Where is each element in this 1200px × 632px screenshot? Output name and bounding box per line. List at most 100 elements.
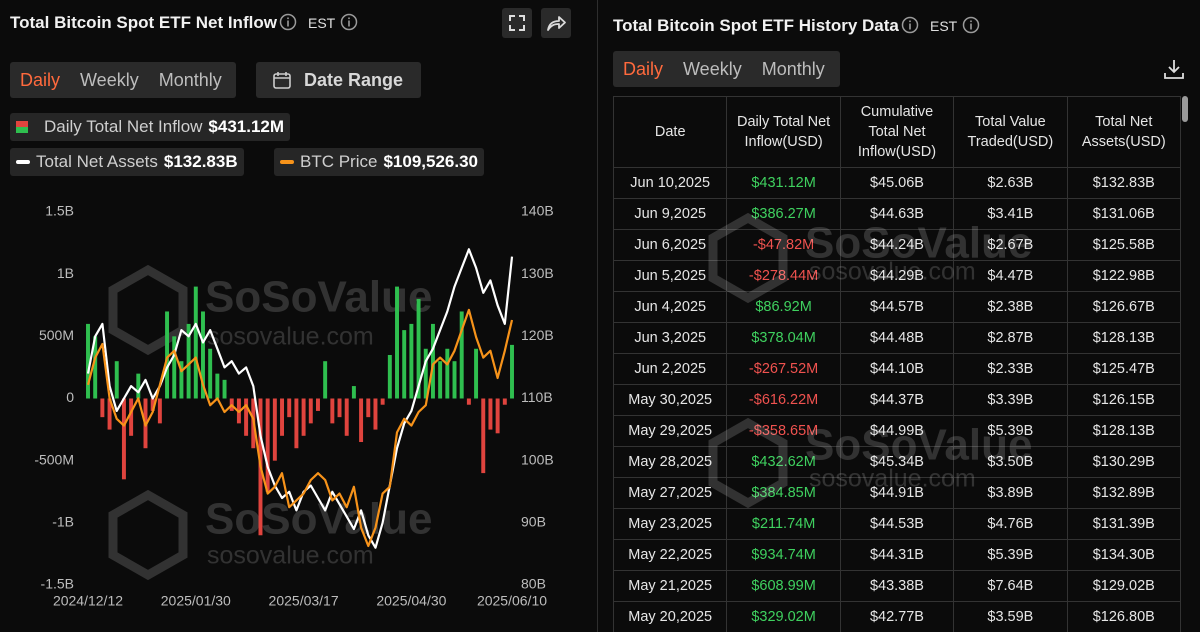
bar <box>474 348 479 399</box>
x-tick-label: 2025/01/30 <box>161 593 231 609</box>
bar <box>244 398 249 436</box>
table-cell: May 21,2025 <box>613 570 728 602</box>
history-table: Date Daily Total Net Inflow(USD) Cumulativ… <box>613 96 1181 632</box>
date-range-button[interactable]: Date Range <box>256 62 421 98</box>
tab[interactable]: Weekly <box>80 70 139 90</box>
table-cell: $3.39B <box>953 384 1068 416</box>
header-row: Date Daily Total Net Inflow(USD) Cumulativ… <box>613 96 1181 168</box>
legend-swatch <box>16 121 28 133</box>
divider <box>597 0 598 632</box>
watermark: SoSoValue sosovalue.com SoSoValue sosova… <box>108 264 432 581</box>
table-cell: $129.02B <box>1066 570 1181 602</box>
table-cell: $126.15B <box>1066 384 1181 416</box>
table-cell: $132.89B <box>1066 477 1181 509</box>
legend-label: BTC Price <box>300 152 378 171</box>
tab[interactable]: Daily <box>623 59 664 79</box>
table-cell: $3.41B <box>953 198 1068 230</box>
x-tick-label: 2025/04/30 <box>376 593 446 609</box>
table-row[interactable]: Jun 2,2025 -$267.52M $44.10B $2.33B $125.47B <box>613 353 1181 385</box>
table-row[interactable]: Jun 10,2025 $431.12M $45.06B $2.63B $132.83B <box>613 167 1181 199</box>
table-cell: $4.76B <box>953 508 1068 540</box>
table-cell: Jun 2,2025 <box>613 353 728 385</box>
bar <box>380 398 385 405</box>
fullscreen-button[interactable] <box>502 8 532 38</box>
date-range-label: Date Range <box>304 69 404 90</box>
bar <box>215 373 220 399</box>
table-row[interactable]: Jun 9,2025 $386.27M $44.63B $3.41B $131.06B <box>613 198 1181 230</box>
bar <box>351 386 356 399</box>
table-row[interactable]: Jun 3,2025 $378.04M $44.48B $2.87B $128.13B <box>613 322 1181 354</box>
tab[interactable]: Monthly <box>158 70 222 90</box>
table-cell: $934.74M <box>726 539 841 571</box>
calendar-icon <box>273 72 291 89</box>
tab[interactable]: Daily <box>20 70 61 90</box>
table-cell: $44.53B <box>839 508 955 540</box>
table-row[interactable]: May 29,2025 -$358.65M $44.99B $5.39B $128.13… <box>613 415 1181 447</box>
table-cell: Jun 10,2025 <box>613 167 728 199</box>
table-cell: May 30,2025 <box>613 384 728 416</box>
info-icon[interactable] <box>962 16 980 34</box>
table-row[interactable]: May 27,2025 $384.85M $44.91B $3.89B $132.89B <box>613 477 1181 509</box>
table-cell: Jun 5,2025 <box>613 260 728 292</box>
table-cell: $2.67B <box>953 229 1068 261</box>
y-tick-label: 100B <box>521 451 554 467</box>
bar <box>93 336 98 399</box>
y-tick-label: 140B <box>521 203 554 219</box>
table-row[interactable]: Jun 5,2025 -$278.44M $44.29B $4.47B $122.98B <box>613 260 1181 292</box>
table-cell: $2.87B <box>953 322 1068 354</box>
watermark-brand: SoSoValue <box>205 273 432 322</box>
legend-item[interactable]: Daily Total Net Inflow $431.12M <box>10 113 291 141</box>
bar <box>186 323 191 399</box>
info-icon[interactable] <box>279 13 297 31</box>
column-header: Total Value Traded(USD) <box>953 96 1068 168</box>
table-row[interactable]: May 22,2025 $934.74M $44.31B $5.39B $134.30B <box>613 539 1181 571</box>
table-row[interactable]: May 21,2025 $608.99M $43.38B $7.64B $129.02B <box>613 570 1181 602</box>
table-cell: May 28,2025 <box>613 446 728 478</box>
info-icon[interactable] <box>340 13 358 31</box>
table-row[interactable]: May 23,2025 $211.74M $44.53B $4.76B $131.39B <box>613 508 1181 540</box>
table-row[interactable]: Jun 6,2025 -$47.82M $44.24B $2.67B $125.58B <box>613 229 1181 261</box>
x-tick-label: 2025/03/17 <box>269 593 339 609</box>
scrollbar[interactable] <box>1182 96 1188 122</box>
legend-swatch <box>16 160 30 164</box>
legend-label: Daily Total Net Inflow <box>44 117 203 136</box>
table-row[interactable]: May 28,2025 $432.62M $45.34B $3.50B $130.29B <box>613 446 1181 478</box>
table-cell: $2.63B <box>953 167 1068 199</box>
table-cell: $44.63B <box>839 198 955 230</box>
table-cell: $386.27M <box>726 198 841 230</box>
table-cell: May 29,2025 <box>613 415 728 447</box>
table-cell: $2.33B <box>953 353 1068 385</box>
y-tick-label: 0 <box>66 389 74 405</box>
table-cell: $44.91B <box>839 477 955 509</box>
info-icon[interactable] <box>901 16 919 34</box>
table-cell: May 23,2025 <box>613 508 728 540</box>
tab[interactable]: Monthly <box>761 59 825 79</box>
bar <box>423 348 428 399</box>
table: Date Daily Total Net Inflow(USD) Cumulativ… <box>613 96 1181 632</box>
bar <box>308 398 313 424</box>
y-tick-label: 80B <box>521 576 546 592</box>
table-row[interactable]: Jun 4,2025 $86.92M $44.57B $2.38B $126.67B <box>613 291 1181 323</box>
legend-item[interactable]: Total Net Assets $132.83B <box>10 148 244 176</box>
table-cell: May 20,2025 <box>613 601 728 632</box>
bar <box>315 398 320 411</box>
bar <box>165 311 170 399</box>
bar <box>193 286 198 399</box>
table-row[interactable]: May 30,2025 -$616.22M $44.37B $3.39B $126.15… <box>613 384 1181 416</box>
tab[interactable]: Weekly <box>683 59 742 79</box>
table-cell: $125.47B <box>1066 353 1181 385</box>
bar <box>208 348 213 399</box>
share-button[interactable] <box>541 8 571 38</box>
bar <box>337 398 342 418</box>
download-button[interactable] <box>1162 57 1186 81</box>
table-cell: $45.06B <box>839 167 955 199</box>
table-row[interactable]: May 20,2025 $329.02M $42.77B $3.59B $126.80B <box>613 601 1181 632</box>
watermark-domain: sosovalue.com <box>207 323 374 351</box>
legend-value: $109,526.30 <box>383 152 479 171</box>
bar <box>294 398 299 449</box>
legend-item[interactable]: BTC Price $109,526.30 <box>274 148 485 176</box>
y-tick-label: 1B <box>57 265 74 281</box>
timezone: EST <box>308 15 336 31</box>
panel-title: Total Bitcoin Spot ETF History Data <box>613 16 899 35</box>
table-cell: -$278.44M <box>726 260 841 292</box>
